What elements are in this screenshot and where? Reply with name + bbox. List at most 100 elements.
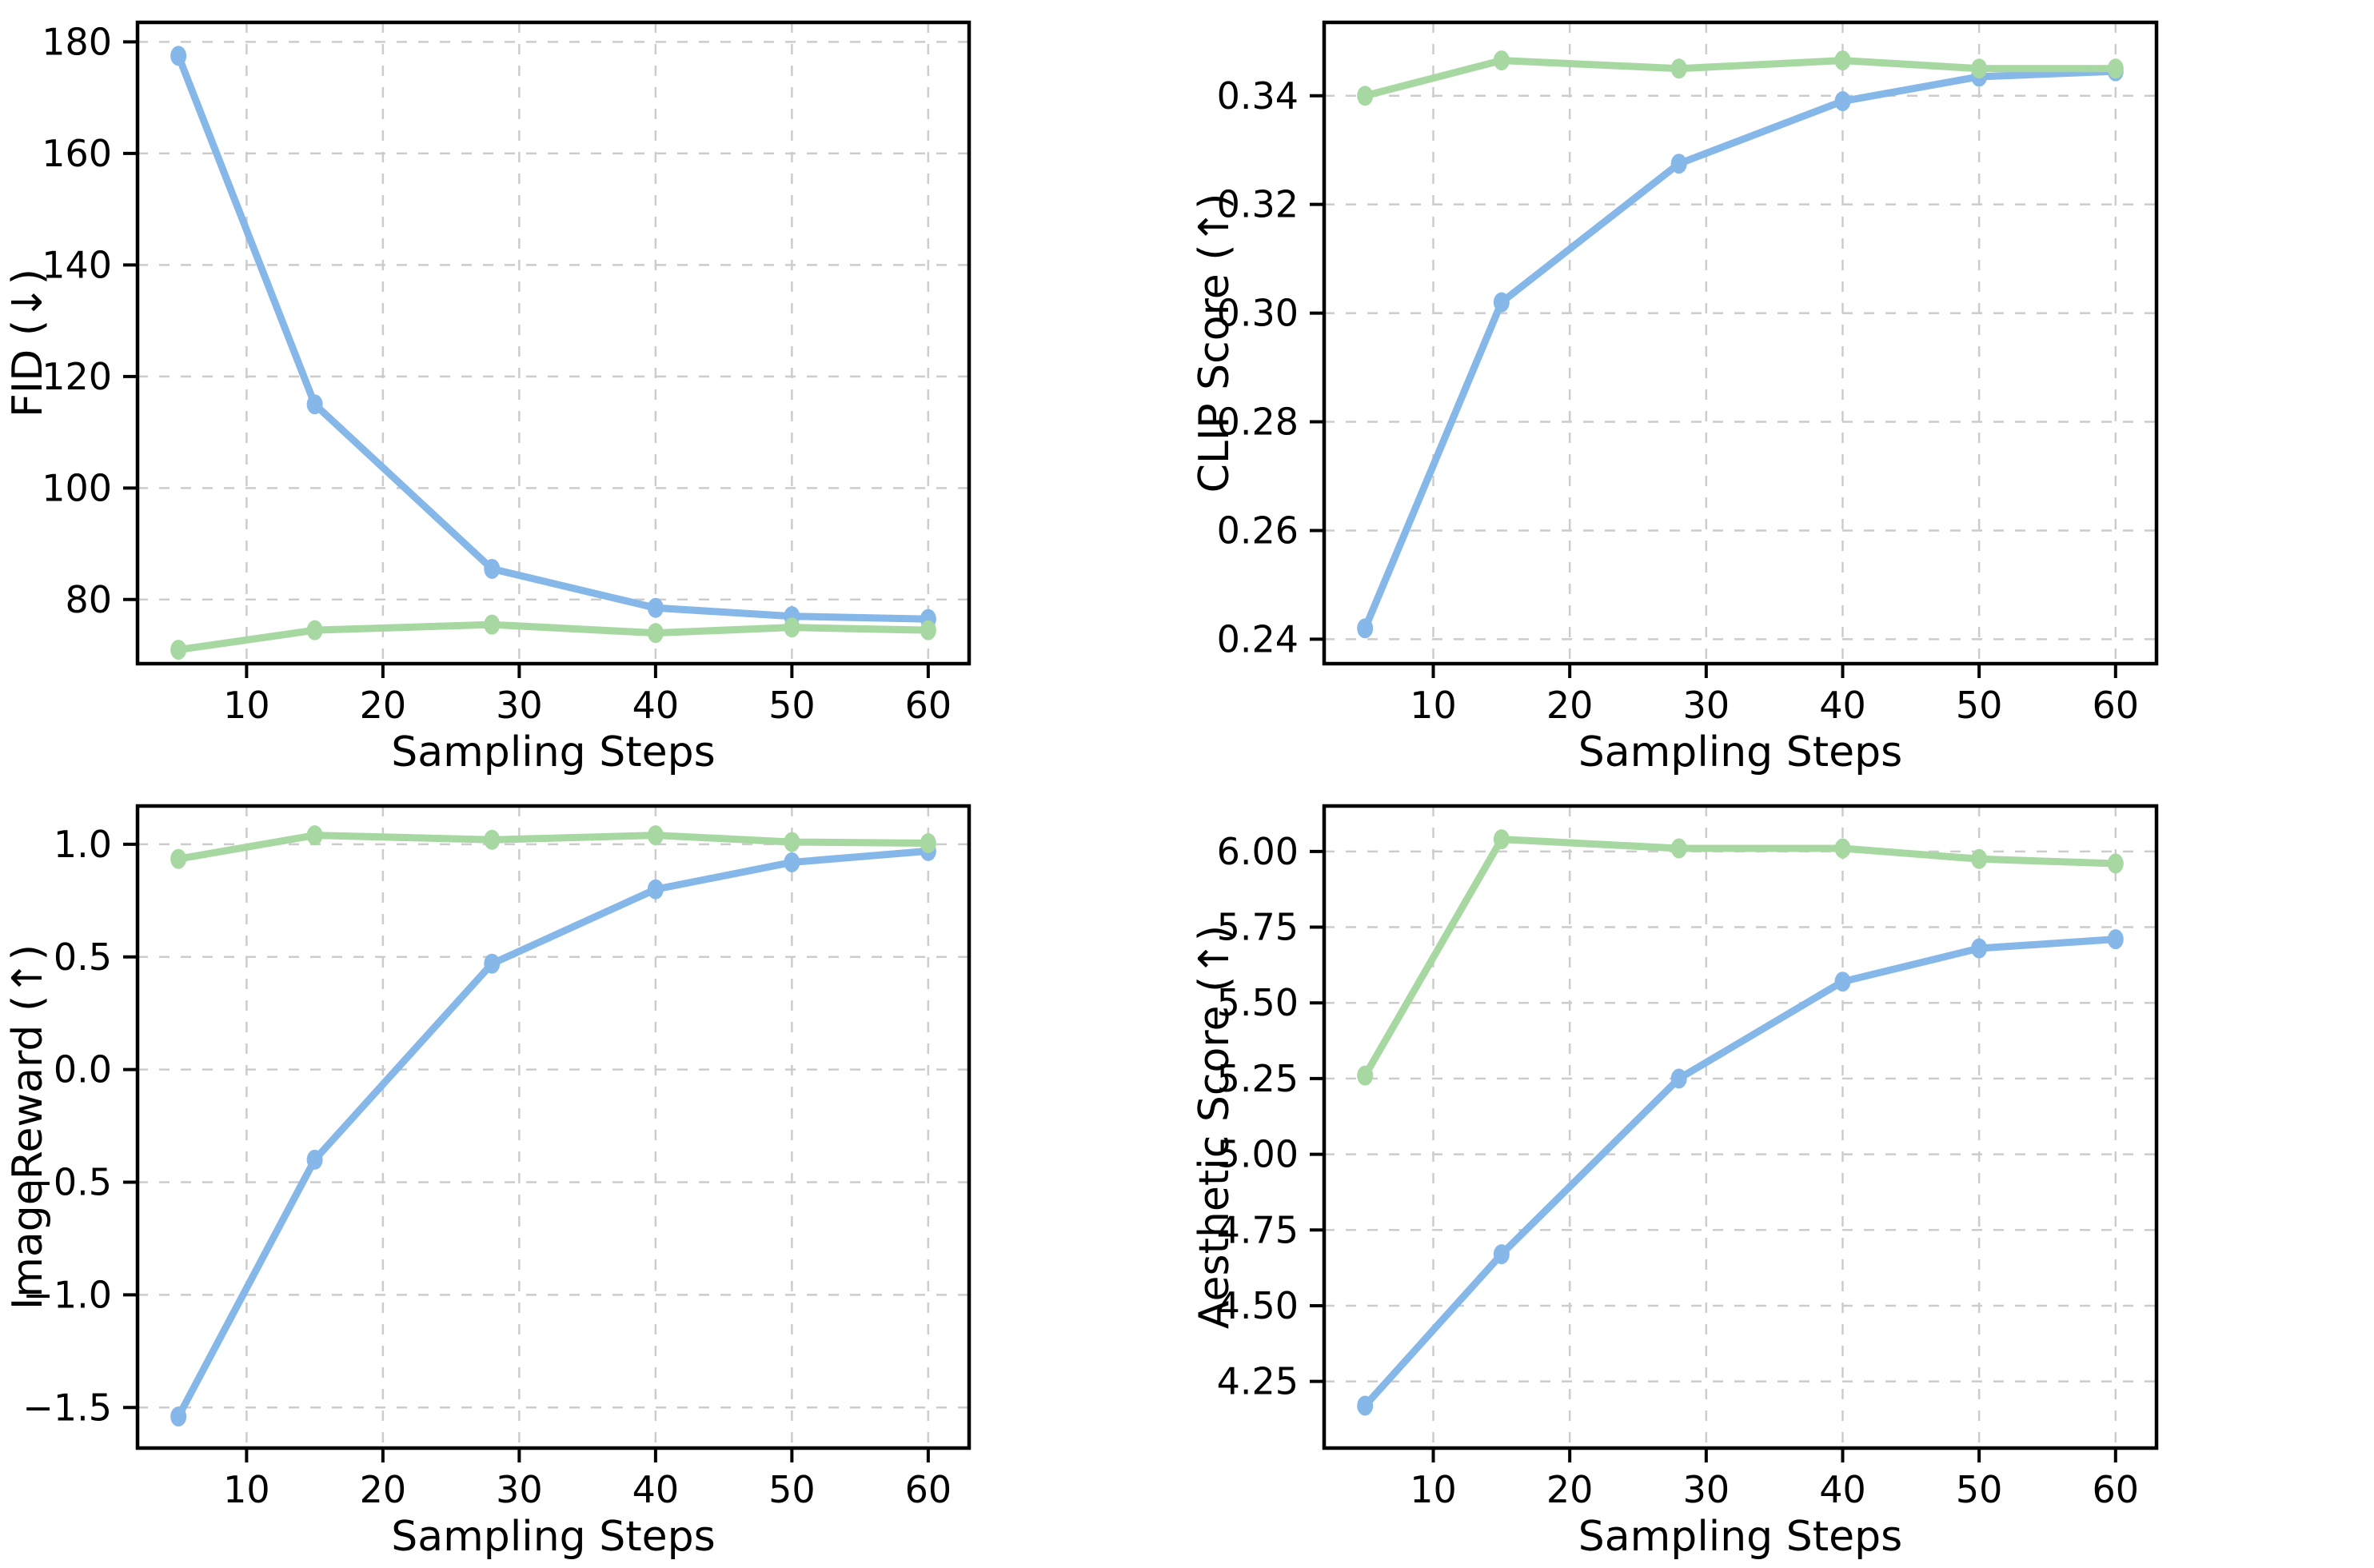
y-tick-label: 140 [42,243,112,286]
series-green-marker [2107,853,2124,874]
y-tick-label: 0.24 [1217,617,1299,660]
x-tick-label: 40 [1819,684,1866,727]
series-blue-marker [647,597,664,618]
subplot-aesthetic-score: 10 20 30 40 50 60 4.25 4.50 4.75 5.00 5.25 5.50 5.75… [1187,784,2374,1568]
y-axis-label: Aesthetic Score (↑) [1191,925,1239,1329]
fid-chart: 10 20 30 40 50 60 80 100 120 140 160 180 Sampling St… [4,20,972,776]
series-green-line [1361,57,2120,100]
series-green-marker [1834,838,1851,859]
x-axis-label: Sampling Steps [1578,1513,1902,1561]
y-tick-label: 120 [42,355,112,398]
x-tick-label: 20 [360,1468,407,1511]
series-green-marker [1357,1065,1374,1086]
series-green-marker [920,620,936,640]
series-green-marker [647,825,664,846]
gridlines [1324,806,2157,1448]
series-green-marker [1971,848,1988,869]
y-tick-label: 0.26 [1217,509,1299,552]
image-reward-chart: 10 20 30 40 50 60 −1.5 −1.0 −0.5 0.0 0.5 1.0 Samplin… [4,804,972,1561]
series-blue-marker [306,394,323,415]
series-blue-marker [1493,1244,1510,1265]
series-blue [1357,929,2124,1416]
series-green-marker [784,832,800,852]
y-tick-label: 100 [42,466,112,509]
y-tick-label: −0.5 [22,1161,112,1204]
y-axis-label: FID (↓) [4,269,52,417]
series-blue-marker [784,852,800,872]
x-tick-label: 60 [2093,684,2140,727]
y-tick-label: 0.32 [1217,183,1299,226]
subplot-fid: 10 20 30 40 50 60 80 100 120 140 160 180 Sampling St… [0,0,1187,784]
series-green [1357,50,2124,106]
x-tick-label: 50 [768,684,816,727]
series-green-marker [920,832,936,853]
y-tick-label: 180 [42,20,112,63]
y-tick-label: −1.5 [22,1386,112,1429]
plot-area [1324,806,2157,1448]
series-green-marker [1493,50,1510,71]
series-green [1357,829,2124,1086]
y-tick-label: 0.30 [1217,292,1299,335]
y-tick-label: 4.50 [1217,1284,1299,1327]
x-tick-label: 30 [496,1468,543,1511]
series-green-marker [1670,838,1687,859]
series-green [170,614,936,660]
series-blue-marker [170,1406,187,1427]
series-blue-marker [170,46,187,66]
series-green-marker [484,614,501,635]
x-tick-label: 10 [223,684,270,727]
x-axis: 10 20 30 40 50 60 [223,664,952,727]
x-axis-label: Sampling Steps [391,1513,715,1561]
axes-spines [1322,804,2159,1450]
x-axis-label: Sampling Steps [391,728,715,776]
gridlines [1324,22,2157,664]
series-green-marker [170,848,187,869]
x-tick-label: 60 [905,1468,952,1511]
series-blue-marker [2107,929,2124,950]
clip-score-chart: 10 20 30 40 50 60 0.24 0.26 0.28 0.30 0.32 0.34 Samp… [1191,20,2159,776]
y-tick-label: 4.25 [1217,1360,1299,1403]
axes-spines [1322,20,2159,666]
series-green-line [174,832,932,863]
x-tick-label: 40 [632,1468,680,1511]
series-green-marker [1493,829,1510,850]
plot-area [138,22,969,664]
series-blue-line [174,52,932,623]
plot-area [138,806,969,1448]
y-axis-label: CLIP Score (↑) [1191,194,1239,493]
series-blue [170,46,936,629]
series-green-line [174,620,932,654]
series-green [170,825,936,869]
y-axis: 80 100 120 140 160 180 [42,20,138,621]
series-green-marker [784,617,800,638]
subplot-image-reward: 10 20 30 40 50 60 −1.5 −1.0 −0.5 0.0 0.5 1.0 Samplin… [0,784,1187,1568]
series-blue-marker [306,1149,323,1170]
x-tick-label: 40 [1819,1468,1866,1511]
x-tick-label: 60 [2093,1468,2140,1511]
axes-spines [135,20,972,666]
plot-area [1324,22,2157,664]
y-tick-label: 4.75 [1217,1208,1299,1251]
axes-spines [135,804,972,1450]
y-tick-label: 6.00 [1217,830,1299,873]
series-green-marker [484,829,501,850]
y-tick-label: 5.50 [1217,981,1299,1024]
x-axis: 10 20 30 40 50 60 [1410,1448,2139,1511]
series-blue-marker [1834,91,1851,112]
series-blue-marker [1670,154,1687,174]
series-green-marker [1670,58,1687,79]
series-green-line [1361,836,2120,1079]
x-axis-label: Sampling Steps [1578,728,1902,776]
x-tick-label: 60 [905,684,952,727]
x-tick-label: 10 [1410,684,1457,727]
y-axis: 4.25 4.50 4.75 5.00 5.25 5.50 5.75 6.00 [1217,830,1324,1403]
x-tick-label: 30 [1683,684,1730,727]
y-tick-label: 5.75 [1217,906,1299,949]
series-blue-marker [1357,1395,1374,1416]
x-tick-label: 30 [496,684,543,727]
series-blue-marker [647,879,664,900]
series-green-marker [2107,58,2124,79]
series-blue [170,840,936,1427]
series-blue-line [1361,67,2120,632]
series-blue-marker [484,953,501,974]
